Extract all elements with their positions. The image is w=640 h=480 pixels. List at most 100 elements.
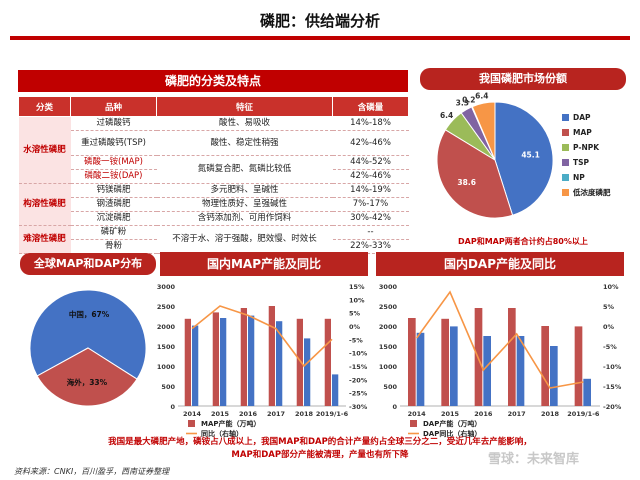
y2-tick-label: -20% <box>603 403 622 411</box>
table-row: 钢渣磷肥 物理性质好、呈强碱性 7%-17% <box>19 197 409 212</box>
category-cell: 构溶性磷肥 <box>18 183 71 226</box>
legend-item: 低浓度磷肥 <box>562 185 611 200</box>
conclusion-line: 我国是最大磷肥产地，磷铵占八成以上，我国MAP和DAP的合计产量约占全球三分之二… <box>108 437 532 447</box>
x-tick-label: 2016 <box>239 410 258 418</box>
legend-swatch <box>562 129 569 136</box>
legend-swatch <box>562 174 569 181</box>
feature-cell: 不溶于水、溶于强酸，肥效慢、时效长 <box>156 225 333 254</box>
legend-swatch <box>562 114 569 121</box>
legend-label: TSP <box>573 158 590 167</box>
legend-label: NP <box>573 173 585 182</box>
table-row: 难溶性磷肥 磷矿粉 不溶于水、溶于强酸，肥效慢、时效长 -- <box>18 225 409 254</box>
x-tick-label: 2017 <box>508 410 526 418</box>
x-tick-label: 2018 <box>295 410 314 418</box>
y2-tick-label: -5% <box>603 343 617 351</box>
content-cell: 44%-52% <box>332 155 409 170</box>
legend-label: MAP产能（万吨） <box>201 419 261 428</box>
x-tick-label: 2014 <box>408 410 427 418</box>
legend-item: TSP <box>562 155 611 170</box>
bar <box>248 315 255 406</box>
content-cell: 30%-42% <box>332 211 409 226</box>
content-cell: 7%-17% <box>332 197 409 212</box>
y2-tick-label: 0% <box>603 323 615 331</box>
x-tick-label: 2018 <box>541 410 560 418</box>
watermark-text: 雪球：未来智库 <box>488 452 580 467</box>
legend-label: MAP <box>573 128 592 137</box>
pie-slice <box>36 347 138 407</box>
legend-label: P-NPK <box>573 143 600 152</box>
table-banner: 磷肥的分类及特点 <box>18 70 408 92</box>
y-tick-label: 1500 <box>157 343 176 351</box>
legend-swatch <box>562 159 569 166</box>
y2-tick-label: 5% <box>349 310 361 318</box>
variety-cell: 磷酸二铵(DAP) <box>70 169 157 184</box>
market-share-banner: 我国磷肥市场份额 <box>420 68 626 90</box>
x-tick-label: 2016 <box>474 410 493 418</box>
legend-label: 同比（右轴） <box>201 429 243 438</box>
pie-label: 45.1 <box>521 150 540 159</box>
y2-tick-label: -30% <box>349 403 368 411</box>
table-row: 水溶性磷肥 过磷酸钙 酸性、易吸收 14%-18% <box>18 116 409 184</box>
market-share-footnote: DAP和MAP两者合计约占80%以上 <box>458 237 588 246</box>
variety-cell: 磷酸一铵(MAP) <box>70 155 157 170</box>
title-divider <box>10 36 630 40</box>
bar <box>441 318 449 406</box>
content-cell: 22%-33% <box>332 239 409 254</box>
content-cell: -- <box>332 225 409 240</box>
bar <box>192 325 199 406</box>
y2-tick-label: 0% <box>349 323 361 331</box>
pie-label: 海外，33% <box>67 377 108 387</box>
bar <box>332 374 339 406</box>
legend-item: DAP <box>562 110 611 125</box>
bar <box>240 308 247 406</box>
legend-swatch <box>410 420 417 427</box>
variety-cell: 过磷酸钙 <box>70 116 157 131</box>
bar <box>220 318 227 406</box>
feature-cell: 物理性质好、呈强碱性 <box>156 197 333 212</box>
series-line <box>191 305 333 368</box>
bar <box>516 336 525 406</box>
legend-swatch <box>562 189 569 196</box>
y2-tick-label: 5% <box>603 303 615 311</box>
bar <box>416 332 425 406</box>
variety-cell: 磷矿粉 <box>70 225 157 240</box>
table-row: 磷酸二铵(DAP) 42%-46% <box>19 169 409 184</box>
bar <box>508 308 516 406</box>
legend-label: 低浓度磷肥 <box>573 188 611 197</box>
y-tick-label: 0 <box>392 403 397 411</box>
content-cell: 14%-18% <box>332 116 409 131</box>
variety-cell: 沉淀磷肥 <box>70 211 157 226</box>
y-tick-label: 2500 <box>157 303 176 311</box>
bar <box>212 312 219 406</box>
y-tick-label: 3000 <box>157 283 176 291</box>
pie-slice <box>494 101 554 216</box>
y-tick-label: 1000 <box>379 363 398 371</box>
pie-label: 3.3 <box>456 99 469 108</box>
pie-label: 0.2 <box>462 95 475 104</box>
bar <box>268 306 275 406</box>
category-cell: 难溶性磷肥 <box>18 225 71 254</box>
table-row: 构溶性磷肥 钙镁磷肥 多元肥料、呈碱性 14%-19% <box>18 183 409 226</box>
y2-tick-label: -15% <box>603 383 622 391</box>
legend-label: DAP同比（右轴） <box>423 429 481 438</box>
table-row: 骨粉 22%-33% <box>19 239 409 254</box>
y2-tick-label: -20% <box>349 376 368 384</box>
x-tick-label: 2019/1-6 <box>316 410 349 418</box>
bar <box>550 346 558 406</box>
bar <box>408 318 416 406</box>
y2-tick-label: -25% <box>349 390 368 398</box>
source-note: 资料来源：CNKI，百川盈孚，西南证券整理 <box>14 467 170 476</box>
series-line <box>416 290 584 389</box>
phosphate-classification-table: 分类 品种 特征 含磷量 水溶性磷肥 过磷酸钙 酸性、易吸收 14%-18% 重… <box>18 96 409 254</box>
feature-cell: 酸性、易吸收 <box>156 116 333 131</box>
pie-label: 38.6 <box>457 178 476 187</box>
bar <box>541 326 549 406</box>
column-header: 特征 <box>156 96 333 117</box>
map-capacity-chart: 0 500 1000 1500 2000 2500 3000 -30% -25% -20% -15%… <box>157 283 368 438</box>
y-tick-label: 500 <box>161 383 175 391</box>
y-tick-label: 500 <box>383 383 397 391</box>
legend-swatch <box>562 144 569 151</box>
y-tick-label: 2000 <box>157 323 176 331</box>
conclusion-text: 我国是最大磷肥产地，磷铵占八成以上，我国MAP和DAP的合计产量约占全球三分之二… <box>0 436 640 462</box>
variety-cell: 钢渣磷肥 <box>70 197 157 212</box>
